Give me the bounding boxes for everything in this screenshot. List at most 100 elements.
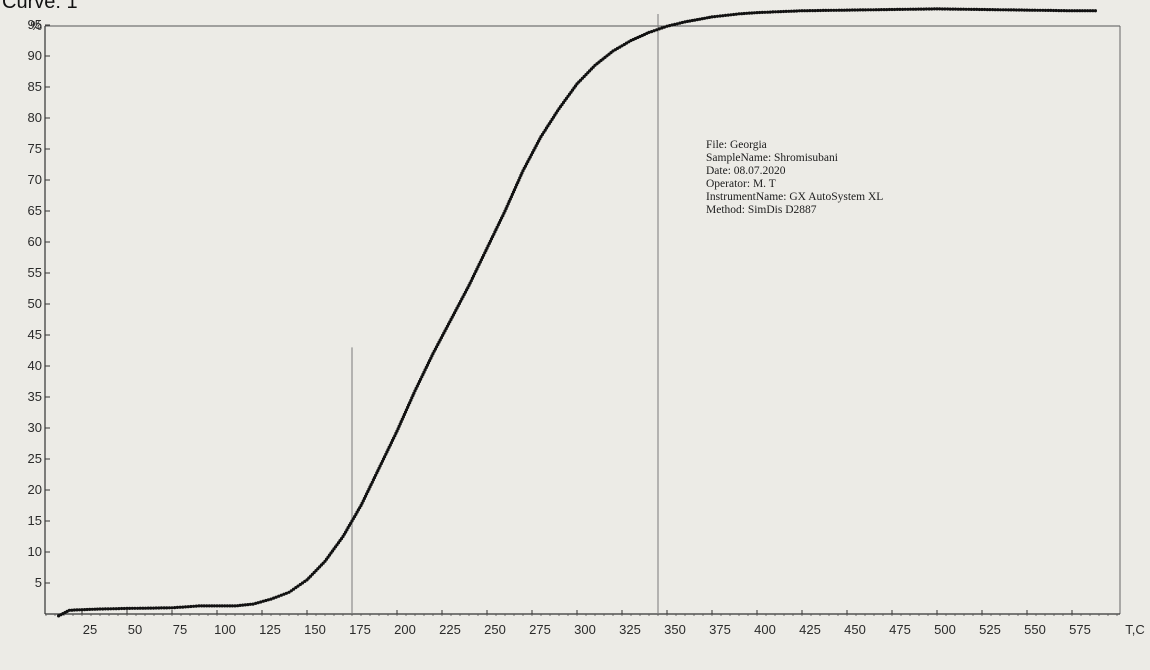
y-tick-label: 10: [28, 544, 42, 559]
curve-point: [882, 8, 886, 12]
curve-point: [409, 398, 413, 402]
curve-point: [948, 7, 952, 11]
curve-point: [291, 587, 296, 591]
curve-point: [1014, 8, 1019, 12]
curve-point: [734, 12, 738, 16]
curve-point: [787, 9, 791, 13]
curve-point: [404, 408, 409, 412]
curve-point: [414, 386, 418, 391]
curve-point: [70, 608, 74, 612]
curve-point: [230, 604, 234, 608]
x-tick-label: 275: [529, 622, 551, 637]
x-tick-label: 525: [979, 622, 1001, 637]
curve-point: [853, 8, 857, 12]
curve-point: [183, 605, 188, 609]
curve-point: [117, 607, 121, 611]
curve-point: [1025, 8, 1029, 12]
curve-point: [665, 24, 669, 28]
y-tick-label: 90: [28, 48, 42, 63]
curve-point: [518, 176, 522, 180]
curve-point: [501, 214, 505, 218]
curve-point: [238, 603, 242, 608]
curve-point: [233, 604, 237, 608]
curve-point: [1051, 8, 1056, 13]
curve-point: [861, 8, 865, 12]
x-tick-label: 125: [259, 622, 281, 637]
curve-point: [486, 244, 490, 248]
curve-point: [675, 22, 679, 26]
curve-point: [919, 7, 923, 11]
curve-point: [914, 7, 918, 11]
curve-point: [789, 9, 794, 13]
curve-point: [361, 499, 365, 503]
curve-point: [98, 607, 102, 611]
curve-point: [998, 8, 1003, 12]
curve-point: [282, 592, 286, 596]
x-tick-label: 225: [439, 622, 461, 637]
curve-point: [228, 604, 232, 608]
curve-point: [495, 225, 499, 229]
curve-point: [154, 606, 158, 610]
curve-point: [685, 19, 690, 23]
curve-point: [192, 604, 196, 608]
curve-point: [1083, 9, 1087, 13]
x-tick-label: 425: [799, 622, 821, 637]
curve-point: [1020, 8, 1024, 12]
curve-point: [388, 443, 392, 447]
curve-point: [1043, 8, 1048, 12]
curve-point: [398, 422, 402, 426]
curve-point: [269, 597, 273, 601]
curve-point: [1062, 9, 1066, 13]
curve-point: [776, 10, 780, 14]
curve-point: [975, 7, 979, 11]
curve-point: [1001, 8, 1005, 12]
curve-point: [146, 606, 150, 610]
curve-point: [200, 604, 204, 608]
curve-point: [953, 7, 958, 11]
curve-point: [1022, 8, 1026, 12]
curve-point: [721, 14, 725, 18]
curve-point: [296, 584, 300, 588]
curve-point: [218, 604, 222, 608]
curve-point: [792, 9, 796, 13]
curve-point: [419, 377, 423, 381]
curve-point: [660, 26, 664, 30]
info-line-method: Method: SimDis D2887: [706, 204, 817, 216]
curve-point: [482, 253, 486, 257]
y-tick-label: 15: [28, 513, 42, 528]
curve-point: [824, 8, 828, 12]
curve-point: [985, 8, 989, 12]
curve-point: [752, 11, 757, 15]
curve-point: [763, 10, 767, 14]
curve-point: [210, 604, 214, 608]
curve-point: [858, 8, 862, 12]
curve-point: [93, 607, 97, 611]
curve-point: [106, 607, 110, 611]
curve-point: [916, 7, 921, 11]
curve-point: [818, 8, 823, 13]
x-tick-label: 575: [1069, 622, 1091, 637]
curve-point: [383, 455, 387, 459]
curve-point: [813, 9, 817, 13]
curve-point: [1038, 8, 1042, 12]
curve-point: [428, 359, 432, 363]
curve-point: [264, 598, 268, 603]
curve-point: [1036, 8, 1040, 12]
curve-point: [178, 605, 182, 609]
curve-point: [277, 594, 281, 598]
curve-point: [477, 262, 481, 267]
curve-point: [505, 204, 509, 208]
curve-point: [869, 8, 873, 12]
curve-point: [879, 8, 884, 12]
y-tick-label: 70: [28, 172, 42, 187]
curve-point: [898, 7, 902, 11]
curve-point: [175, 605, 179, 610]
curve-point: [149, 606, 153, 610]
y-tick-label: 65: [28, 203, 42, 218]
curve-point: [983, 7, 987, 12]
curve-point: [893, 7, 897, 12]
curve-point: [758, 10, 762, 15]
curve-point: [1054, 8, 1058, 13]
curve-point: [850, 8, 854, 12]
curve-point: [300, 581, 305, 585]
